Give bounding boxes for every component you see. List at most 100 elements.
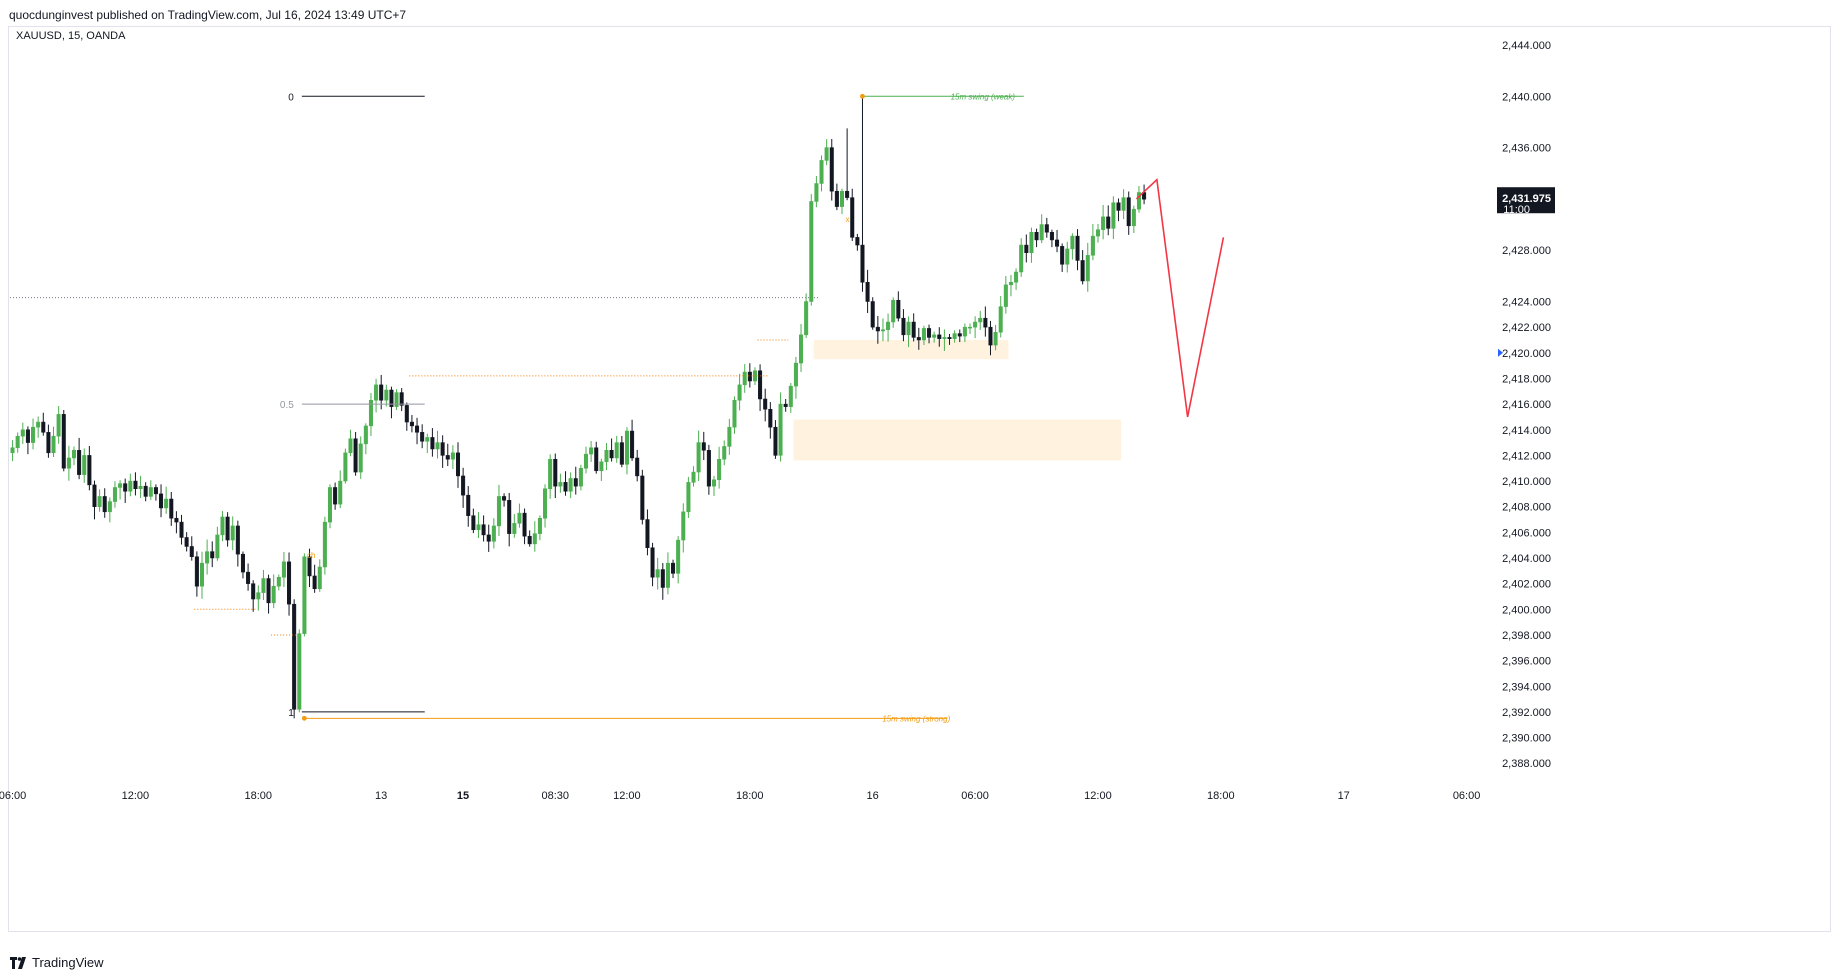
candle[interactable]	[645, 509, 650, 556]
candle[interactable]	[256, 585, 261, 611]
candle[interactable]	[732, 396, 737, 434]
candle[interactable]	[266, 574, 271, 614]
candle[interactable]	[676, 536, 681, 584]
chart-panel[interactable]	[8, 26, 1831, 932]
candle[interactable]	[1029, 227, 1034, 263]
candle[interactable]	[471, 508, 476, 534]
candle[interactable]	[1131, 205, 1136, 233]
candle[interactable]	[128, 473, 133, 497]
candle[interactable]	[655, 557, 660, 590]
candle[interactable]	[701, 431, 706, 461]
candle[interactable]	[338, 470, 343, 509]
candle[interactable]	[635, 449, 640, 482]
candle[interactable]	[947, 333, 952, 345]
candle[interactable]	[829, 139, 834, 201]
candle[interactable]	[901, 309, 906, 342]
candle[interactable]	[476, 512, 481, 539]
candle[interactable]	[563, 471, 568, 496]
candle[interactable]	[640, 469, 645, 525]
candle[interactable]	[1116, 198, 1121, 222]
candle[interactable]	[696, 430, 701, 481]
candle[interactable]	[409, 414, 414, 433]
candle[interactable]	[92, 480, 97, 520]
candle[interactable]	[589, 441, 594, 462]
candle[interactable]	[548, 454, 553, 499]
candle[interactable]	[118, 480, 123, 500]
candle[interactable]	[194, 551, 199, 597]
candle[interactable]	[727, 418, 732, 455]
candle[interactable]	[292, 599, 297, 719]
candle[interactable]	[56, 406, 61, 444]
candle[interactable]	[440, 435, 445, 468]
chart-canvas[interactable]: 0 0.5 1 15m swing (weak) 15m swing (strong) c…	[0, 0, 1835, 949]
candle[interactable]	[870, 297, 875, 330]
candle[interactable]	[1049, 229, 1054, 248]
candle[interactable]	[82, 448, 87, 483]
candle[interactable]	[46, 424, 51, 458]
candle[interactable]	[824, 139, 829, 166]
candle[interactable]	[1126, 191, 1131, 235]
candle[interactable]	[911, 313, 916, 342]
candle[interactable]	[978, 310, 983, 330]
candle[interactable]	[993, 324, 998, 351]
candle[interactable]	[543, 484, 548, 528]
candle[interactable]	[363, 423, 368, 455]
candle[interactable]	[102, 488, 107, 518]
candle[interactable]	[1075, 229, 1080, 271]
candle[interactable]	[1044, 217, 1049, 238]
candle[interactable]	[1014, 268, 1019, 290]
candle[interactable]	[1055, 229, 1060, 253]
candle[interactable]	[722, 440, 727, 466]
candle[interactable]	[1008, 274, 1013, 297]
candle[interactable]	[159, 484, 164, 518]
candle[interactable]	[215, 526, 220, 561]
candle[interactable]	[1106, 205, 1111, 236]
candle[interactable]	[189, 536, 194, 561]
candle[interactable]	[327, 484, 333, 529]
candle[interactable]	[41, 412, 46, 436]
candle[interactable]	[558, 473, 563, 493]
candle[interactable]	[164, 486, 169, 514]
candle[interactable]	[358, 436, 363, 479]
candle[interactable]	[1003, 275, 1008, 314]
candle[interactable]	[317, 559, 322, 592]
candle[interactable]	[107, 497, 112, 523]
candle[interactable]	[87, 445, 92, 491]
candle[interactable]	[1024, 234, 1029, 263]
candle[interactable]	[927, 324, 932, 344]
candle[interactable]	[952, 330, 957, 343]
candle[interactable]	[307, 548, 312, 588]
candle[interactable]	[681, 503, 686, 553]
candle[interactable]	[967, 323, 973, 334]
candle[interactable]	[368, 393, 373, 437]
candle[interactable]	[532, 521, 537, 552]
candle[interactable]	[793, 356, 798, 399]
candle[interactable]	[1142, 184, 1147, 205]
candle[interactable]	[573, 466, 578, 495]
candle[interactable]	[51, 426, 56, 458]
candle[interactable]	[394, 389, 399, 410]
candle[interactable]	[153, 484, 158, 501]
candle[interactable]	[706, 444, 711, 495]
candle[interactable]	[496, 484, 501, 536]
candle[interactable]	[1121, 189, 1126, 220]
candle[interactable]	[763, 388, 768, 422]
candle[interactable]	[271, 574, 276, 609]
candle[interactable]	[983, 306, 988, 337]
candle[interactable]	[845, 128, 850, 201]
candle[interactable]	[834, 183, 839, 211]
candle[interactable]	[502, 493, 507, 507]
candle[interactable]	[809, 194, 814, 306]
candle[interactable]	[583, 446, 589, 474]
candle[interactable]	[973, 316, 978, 339]
candle[interactable]	[962, 323, 967, 343]
candle[interactable]	[61, 409, 66, 472]
candle[interactable]	[312, 564, 317, 593]
candle[interactable]	[507, 492, 512, 547]
candle[interactable]	[491, 518, 496, 549]
candle[interactable]	[97, 489, 102, 512]
candle[interactable]	[957, 329, 962, 343]
candle[interactable]	[112, 481, 117, 508]
candle[interactable]	[179, 514, 184, 545]
candle[interactable]	[138, 475, 143, 499]
